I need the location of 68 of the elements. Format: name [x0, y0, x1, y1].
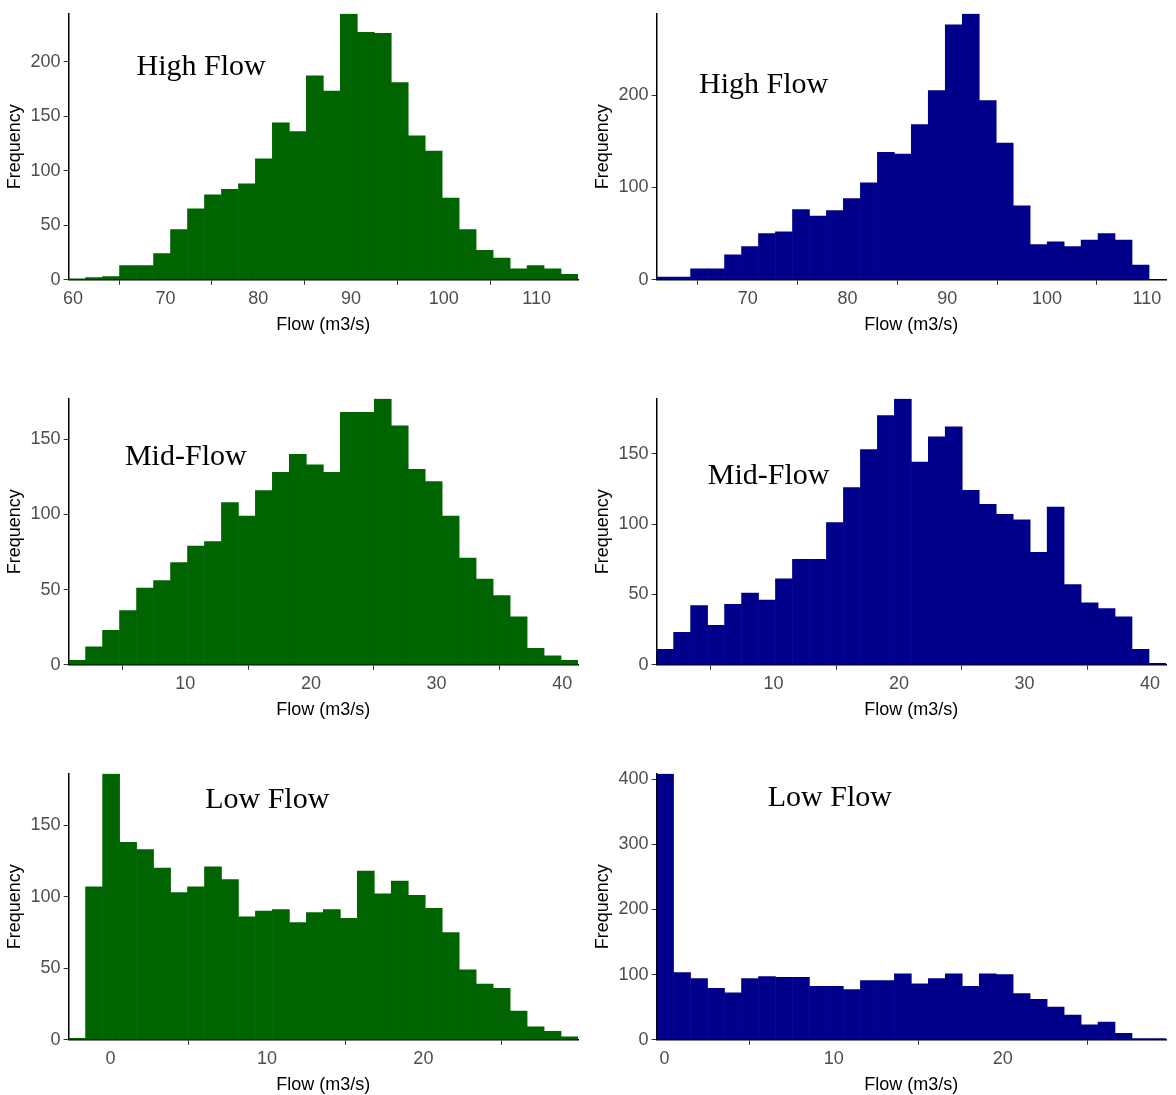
- y-tick-label: 400: [618, 767, 649, 788]
- text: Mid-Flow: [124, 438, 247, 472]
- y-axis-title: Frequency: [3, 864, 24, 950]
- x-tick-label: 80: [248, 287, 269, 308]
- y-tick-label: 150: [30, 105, 61, 126]
- x-tick-label: 0: [659, 1047, 670, 1068]
- x-tick-label: 20: [300, 672, 321, 693]
- x-tick-label: 20: [889, 672, 910, 693]
- y-tick-label: 50: [628, 583, 649, 604]
- y-tick-label: 100: [618, 513, 649, 534]
- y-tick-label: 150: [618, 442, 649, 463]
- x-tick-label: 30: [426, 672, 447, 693]
- y-tick-label: 200: [618, 84, 649, 105]
- y-tick-label: 50: [40, 957, 61, 978]
- x-axis-title: Flow (m3/s): [276, 699, 371, 720]
- x-tick-label: 20: [413, 1047, 434, 1068]
- y-tick-label: 50: [40, 578, 61, 599]
- x-tick-label: 70: [737, 287, 758, 308]
- x-tick-label: 40: [1140, 672, 1161, 693]
- y-tick-label: 100: [618, 176, 649, 197]
- y-axis-title: Frequency: [591, 864, 612, 950]
- y-tick-label: 300: [618, 833, 649, 854]
- y-axis-title: Frequency: [3, 104, 24, 190]
- y-axis-title: Frequency: [3, 489, 24, 575]
- x-tick-label: 100: [428, 287, 459, 308]
- x-tick-label: 90: [937, 287, 958, 308]
- x-tick-label: 0: [105, 1047, 116, 1068]
- y-tick-label: 0: [638, 268, 649, 289]
- y-tick-label: 100: [30, 503, 61, 524]
- x-axis-title: Flow (m3/s): [276, 1074, 371, 1095]
- x-axis-title: Flow (m3/s): [864, 314, 959, 335]
- y-tick-label: 100: [618, 963, 649, 984]
- y-tick-label: 0: [638, 1028, 649, 1049]
- x-tick-label: 30: [1014, 672, 1035, 693]
- x-axis-title: Flow (m3/s): [276, 314, 371, 335]
- x-tick-label: 20: [992, 1047, 1013, 1068]
- x-tick-label: 110: [1132, 287, 1162, 308]
- x-tick-label: 80: [837, 287, 858, 308]
- text: High Flow: [699, 66, 829, 100]
- chart-title: Low Flow: [205, 781, 330, 815]
- y-tick-label: 0: [638, 653, 649, 674]
- text: Mid-Flow: [707, 456, 830, 490]
- x-tick-label: 10: [823, 1047, 844, 1068]
- x-tick-label: 90: [341, 287, 362, 308]
- y-axis-title: Frequency: [591, 104, 612, 190]
- y-tick-label: 200: [618, 898, 649, 919]
- chart-title: Low Flow: [767, 778, 893, 812]
- x-tick-label: 10: [256, 1047, 277, 1068]
- x-tick-label: 70: [155, 287, 176, 308]
- y-tick-label: 0: [50, 268, 61, 289]
- y-tick-label: 100: [30, 159, 61, 180]
- x-tick-label: 60: [62, 287, 83, 308]
- x-axis-title: Flow (m3/s): [864, 699, 959, 720]
- y-tick-label: 150: [30, 428, 61, 449]
- y-tick-label: 0: [50, 1028, 61, 1049]
- x-tick-label: 10: [175, 672, 196, 693]
- y-tick-label: 150: [30, 814, 61, 835]
- x-axis-title: Flow (m3/s): [864, 1074, 959, 1095]
- x-tick-label: 10: [763, 672, 784, 693]
- x-tick-label: 40: [552, 672, 573, 693]
- y-tick-label: 200: [30, 50, 61, 71]
- text: High Flow: [136, 47, 266, 81]
- y-axis-title: Frequency: [591, 489, 612, 575]
- y-tick-label: 50: [40, 214, 61, 235]
- x-tick-label: 100: [1032, 287, 1063, 308]
- x-tick-label: 110: [522, 287, 551, 308]
- y-tick-label: 100: [30, 885, 61, 906]
- y-tick-label: 0: [50, 653, 61, 674]
